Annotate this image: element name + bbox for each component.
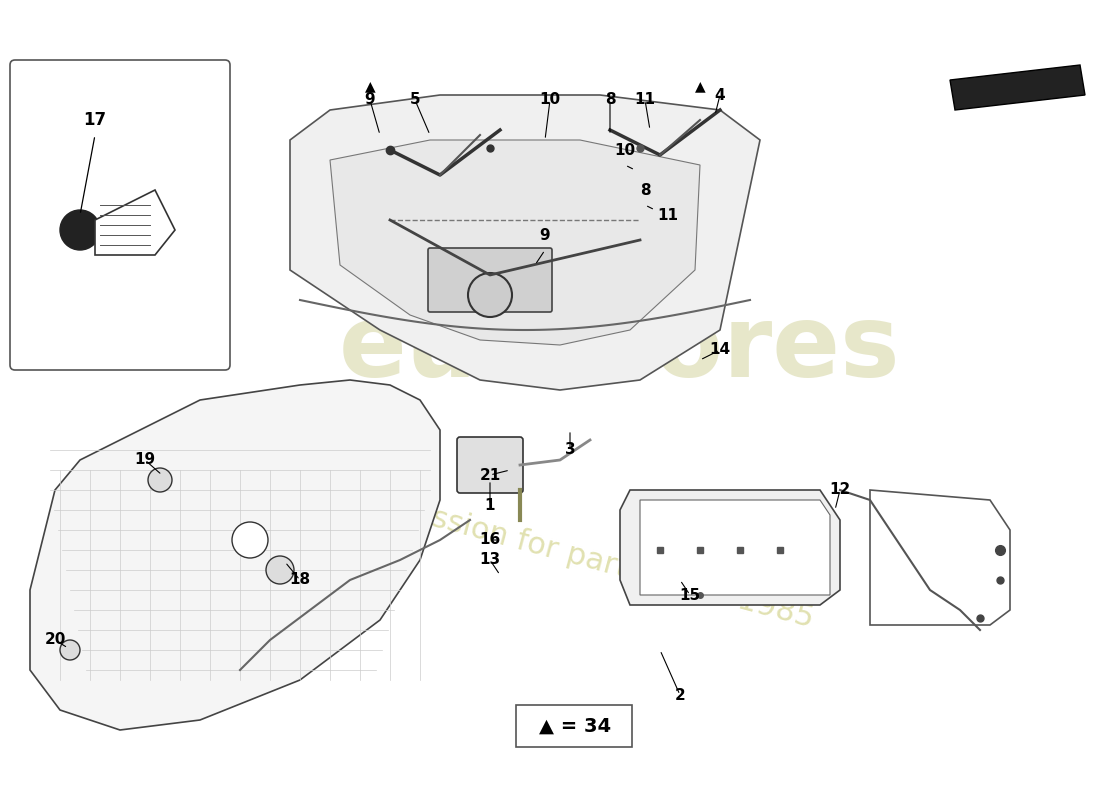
Text: 16: 16 [480,533,501,547]
Text: 19: 19 [134,453,155,467]
Text: 3: 3 [564,442,575,458]
Text: ▲ = 34: ▲ = 34 [539,717,612,735]
Circle shape [232,522,268,558]
Polygon shape [870,490,1010,625]
Polygon shape [95,190,175,255]
Polygon shape [290,95,760,390]
Circle shape [266,556,294,584]
Text: 9: 9 [540,228,550,243]
Text: 9: 9 [365,93,375,107]
Circle shape [60,640,80,660]
Polygon shape [330,140,700,345]
Text: 18: 18 [289,573,310,587]
Text: 5: 5 [409,93,420,107]
Text: 4: 4 [715,87,725,102]
Text: 17: 17 [84,111,107,129]
Text: 20: 20 [44,633,66,647]
Polygon shape [640,500,830,595]
Text: 14: 14 [710,342,730,358]
Text: 1: 1 [485,498,495,513]
Circle shape [148,468,172,492]
Text: 2: 2 [674,687,685,702]
Text: 10: 10 [615,143,636,158]
Text: ▲: ▲ [365,79,375,93]
Circle shape [468,273,512,317]
Polygon shape [950,65,1085,110]
Polygon shape [620,490,840,605]
Text: 11: 11 [658,208,679,223]
FancyBboxPatch shape [516,705,632,747]
Text: 21: 21 [480,467,501,482]
Text: 8: 8 [640,183,650,198]
Text: a passion for parts since 1985: a passion for parts since 1985 [363,486,816,634]
Text: ▲: ▲ [695,79,705,93]
Circle shape [60,210,100,250]
FancyBboxPatch shape [428,248,552,312]
Text: 10: 10 [539,93,561,107]
Text: 11: 11 [635,93,656,107]
Text: 13: 13 [480,553,501,567]
Polygon shape [30,380,440,730]
Text: 15: 15 [680,587,701,602]
FancyBboxPatch shape [10,60,230,370]
FancyBboxPatch shape [456,437,522,493]
Text: 8: 8 [605,93,615,107]
Text: eurosores: eurosores [339,302,901,398]
Text: 12: 12 [829,482,850,498]
